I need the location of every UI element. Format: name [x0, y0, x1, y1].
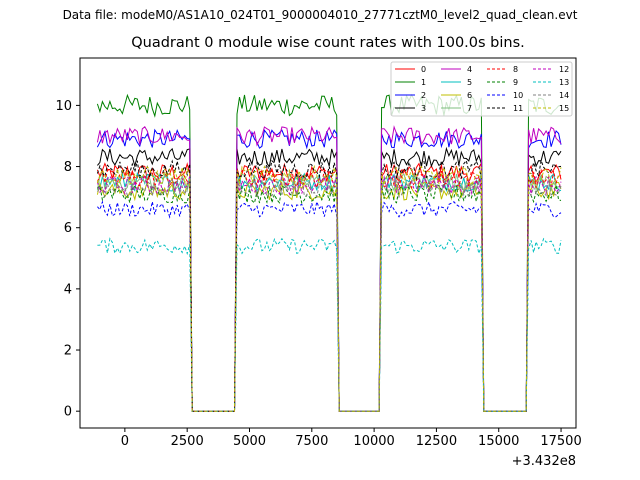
x-tick-label-1: 2500: [171, 434, 204, 449]
plot-area-frame: [79, 57, 577, 429]
y-tick-label-5: 10: [55, 99, 72, 114]
legend-label-14: 14: [559, 91, 569, 100]
legend-label-3: 3: [421, 104, 426, 113]
legend-label-12: 12: [559, 65, 569, 74]
legend-box: [390, 61, 573, 117]
legend-label-10: 10: [513, 91, 523, 100]
legend-label-2: 2: [421, 91, 426, 100]
series-line-1: [96, 93, 562, 412]
figure-suptitle: Data file: modeM0/AS1A10_024T01_90000040…: [62, 8, 578, 22]
series-line-5: [97, 171, 562, 412]
y-tick-label-3: 6: [64, 221, 72, 236]
series-line-7: [96, 171, 562, 412]
x-tick-label-5: 12500: [416, 434, 457, 449]
series-line-4: [96, 125, 562, 412]
x-offset-label: +3.432e8: [512, 454, 576, 469]
x-tick-label-2: 5000: [233, 434, 266, 449]
legend-label-11: 11: [513, 104, 523, 113]
legend-label-7: 7: [467, 104, 472, 113]
series-line-11: [96, 158, 562, 412]
legend-label-15: 15: [559, 104, 569, 113]
series-line-10: [97, 200, 562, 412]
y-tick-label-2: 4: [64, 282, 72, 297]
series-line-14: [97, 177, 562, 412]
x-tick-label-4: 10000: [353, 434, 394, 449]
legend-label-5: 5: [467, 78, 472, 87]
x-tick-label-3: 7500: [295, 434, 328, 449]
y-tick-label-4: 8: [64, 160, 72, 175]
legend-label-13: 13: [559, 78, 569, 87]
legend-label-4: 4: [467, 65, 472, 74]
series-line-9: [97, 183, 562, 412]
series-line-3: [97, 146, 562, 412]
y-tick-label-0: 0: [64, 405, 72, 420]
legend-label-6: 6: [467, 91, 472, 100]
x-tick-label-6: 15000: [478, 434, 519, 449]
y-tick-label-1: 2: [64, 344, 72, 359]
x-tick-label-0: 0: [121, 434, 129, 449]
legend-label-8: 8: [513, 65, 518, 74]
series-line-8: [96, 168, 562, 412]
legend-label-9: 9: [513, 78, 518, 87]
series-line-15: [96, 164, 562, 412]
axis-layer: 0 2500 5000 7500 10000 12500 15000 17500 0 2 4 6 8 10: [55, 99, 581, 449]
legend-label-0: 0: [421, 65, 426, 74]
series-line-13: [97, 237, 562, 412]
x-tick-label-7: 17500: [540, 434, 581, 449]
chart-title: Quadrant 0 module wise count rates with …: [131, 35, 525, 51]
series-line-12: [96, 174, 562, 412]
legend-label-1: 1: [421, 78, 426, 87]
series-lines-layer: [96, 93, 562, 412]
series-line-6: [96, 180, 562, 412]
